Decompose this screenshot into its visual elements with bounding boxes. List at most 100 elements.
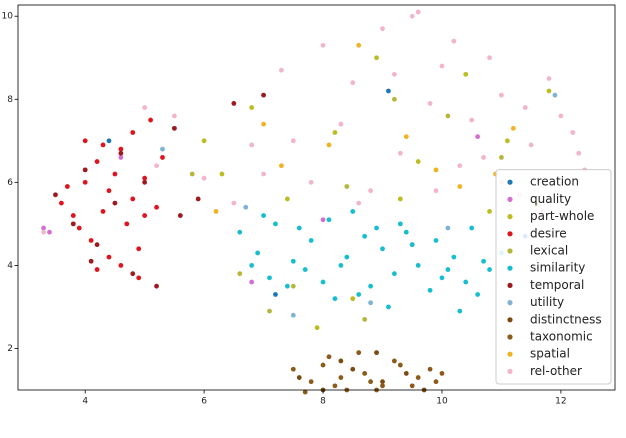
point	[154, 283, 159, 289]
point	[487, 55, 492, 61]
point	[302, 389, 308, 395]
point	[415, 375, 421, 380]
point	[368, 283, 374, 289]
point	[350, 209, 356, 214]
point	[189, 171, 195, 177]
point	[231, 101, 237, 106]
point	[499, 155, 504, 160]
point	[558, 113, 564, 119]
point	[296, 375, 302, 380]
point	[290, 312, 296, 318]
point	[64, 184, 70, 189]
point	[469, 225, 475, 231]
point	[433, 238, 439, 243]
x-tick-label: 4	[82, 397, 88, 407]
legend-label: temporal	[530, 278, 584, 292]
point	[70, 213, 76, 218]
point	[380, 379, 385, 385]
point	[391, 271, 397, 277]
point	[296, 225, 302, 231]
point	[499, 92, 504, 98]
point	[308, 179, 314, 185]
point	[148, 117, 154, 123]
point	[142, 175, 148, 181]
point	[433, 379, 439, 385]
point	[427, 287, 433, 293]
point	[338, 263, 344, 268]
legend-label: spatial	[530, 347, 570, 361]
point	[171, 113, 177, 119]
point	[552, 92, 558, 98]
point	[94, 159, 100, 164]
point	[41, 225, 46, 231]
point	[391, 358, 397, 364]
point	[397, 150, 403, 156]
point	[118, 150, 124, 156]
legend-marker	[507, 300, 513, 306]
point	[118, 146, 124, 152]
point	[231, 200, 237, 206]
point	[53, 192, 58, 198]
point	[338, 121, 344, 127]
point	[344, 184, 350, 189]
point	[415, 159, 421, 164]
legend-label: quality	[530, 192, 571, 206]
legend-marker	[507, 282, 513, 288]
x-tick-label: 6	[201, 397, 207, 407]
point	[41, 229, 46, 235]
point	[76, 225, 82, 231]
point	[380, 26, 385, 32]
legend-label: distinctness	[530, 312, 602, 326]
point	[160, 146, 165, 152]
point	[219, 171, 225, 177]
point	[362, 316, 368, 322]
point	[368, 379, 374, 385]
point	[463, 279, 469, 285]
point	[445, 267, 451, 272]
point	[106, 188, 112, 194]
point	[308, 238, 314, 243]
point	[439, 275, 445, 281]
point	[201, 138, 207, 144]
point	[427, 366, 433, 372]
point	[302, 267, 308, 272]
point	[362, 233, 368, 239]
legend-label: desire	[530, 226, 567, 240]
point	[504, 138, 510, 144]
point	[320, 279, 326, 285]
point	[261, 213, 266, 218]
point	[463, 71, 469, 77]
point	[314, 325, 320, 331]
point	[332, 296, 338, 302]
point	[290, 283, 296, 289]
legend-marker	[507, 334, 513, 340]
point	[403, 370, 409, 376]
legend-label: creation	[530, 175, 579, 189]
point	[433, 167, 439, 173]
point	[374, 350, 379, 356]
point	[142, 179, 148, 185]
point	[391, 96, 397, 102]
point	[409, 383, 415, 389]
point	[267, 275, 272, 281]
point	[570, 130, 576, 135]
point	[249, 142, 255, 148]
point	[397, 362, 403, 368]
point	[308, 379, 314, 385]
point	[249, 105, 255, 110]
point	[142, 213, 148, 218]
point	[397, 221, 403, 227]
point	[332, 383, 338, 389]
point	[576, 150, 582, 156]
point	[326, 217, 332, 223]
point	[124, 221, 130, 227]
point	[284, 283, 290, 289]
point	[154, 163, 159, 169]
y-tick-label: 8	[7, 95, 13, 105]
point	[171, 125, 177, 131]
point	[112, 171, 118, 177]
point	[267, 308, 272, 314]
point	[118, 155, 124, 160]
point	[320, 217, 326, 223]
point	[475, 134, 481, 140]
